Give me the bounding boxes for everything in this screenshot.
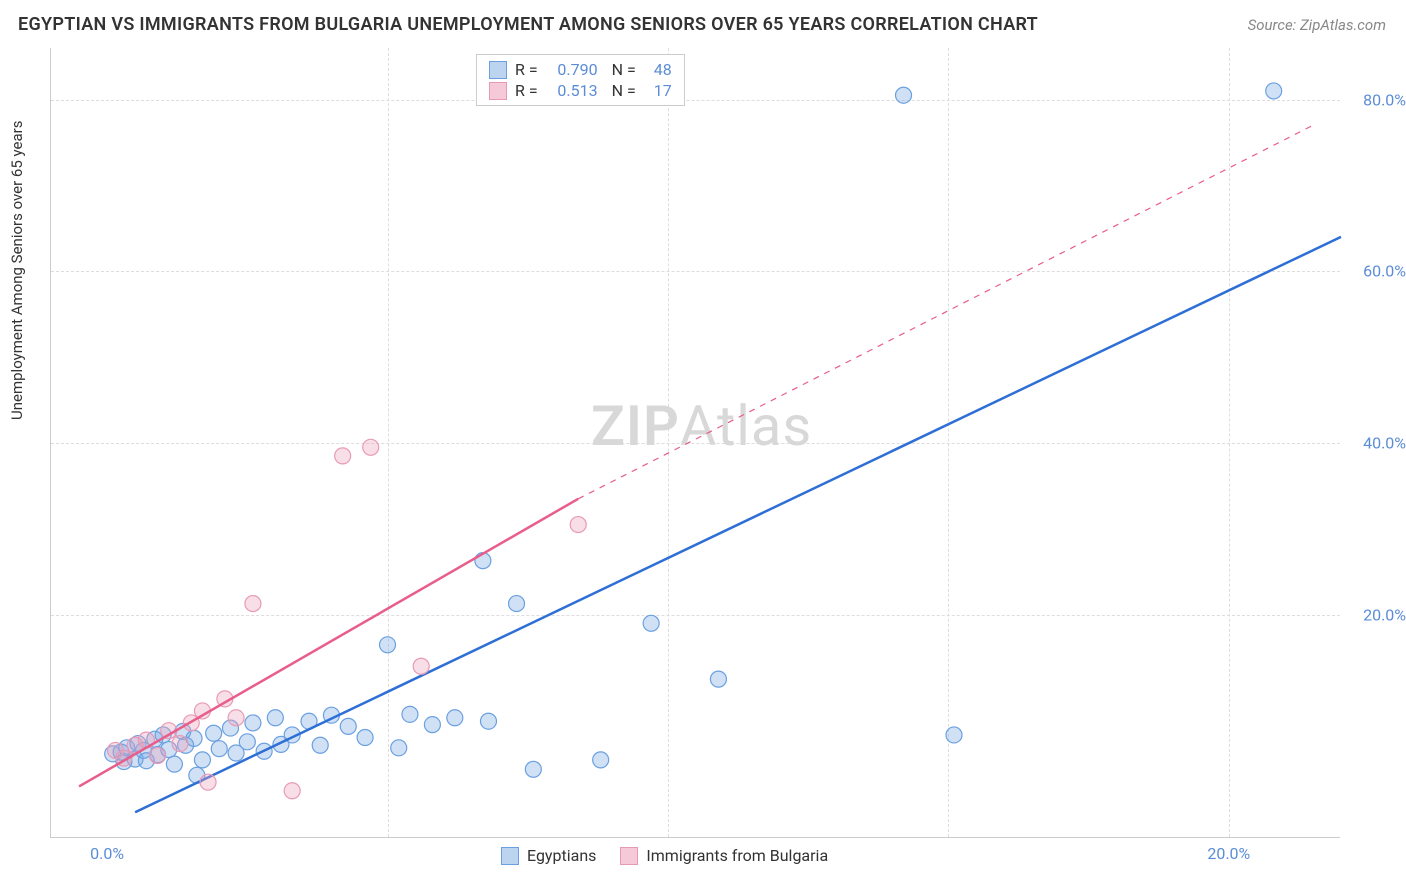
scatter-point bbox=[480, 713, 496, 729]
scatter-point bbox=[340, 718, 356, 734]
n-label: N = bbox=[612, 60, 636, 79]
r-label: R = bbox=[515, 81, 538, 100]
chart-plot-area: ZIPAtlas R = 0.790 N = 48 R = 0.513 N = … bbox=[50, 48, 1340, 838]
scatter-point bbox=[245, 596, 261, 612]
scatter-point bbox=[228, 710, 244, 726]
scatter-point bbox=[710, 671, 726, 687]
scatter-point bbox=[239, 734, 255, 750]
scatter-point bbox=[166, 756, 182, 772]
series-legend: Egyptians Immigrants from Bulgaria bbox=[501, 846, 828, 865]
r-value-2: 0.513 bbox=[546, 81, 598, 100]
y-axis-label: Unemployment Among Seniors over 65 years bbox=[8, 121, 26, 420]
scatter-point bbox=[245, 715, 261, 731]
n-value-1: 48 bbox=[644, 60, 672, 79]
scatter-point bbox=[447, 710, 463, 726]
scatter-point bbox=[424, 717, 440, 733]
correlation-legend-row-2: R = 0.513 N = 17 bbox=[489, 80, 672, 101]
series-label-1: Egyptians bbox=[527, 846, 596, 865]
series-legend-item-1: Egyptians bbox=[501, 846, 596, 865]
correlation-legend-row-1: R = 0.790 N = 48 bbox=[489, 59, 672, 80]
correlation-legend: R = 0.790 N = 48 R = 0.513 N = 17 bbox=[476, 54, 685, 106]
n-value-2: 17 bbox=[644, 81, 672, 100]
scatter-point bbox=[194, 752, 210, 768]
y-tick-label: 60.0% bbox=[1363, 262, 1406, 281]
legend-swatch-blue bbox=[501, 847, 519, 865]
y-tick-label: 80.0% bbox=[1363, 90, 1406, 109]
scatter-point bbox=[172, 736, 188, 752]
n-label: N = bbox=[612, 81, 636, 100]
chart-svg bbox=[51, 48, 1340, 837]
scatter-point bbox=[643, 615, 659, 631]
y-tick-label: 20.0% bbox=[1363, 605, 1406, 624]
trend-line-extrapolated bbox=[578, 125, 1313, 499]
scatter-point bbox=[402, 706, 418, 722]
legend-swatch-pink bbox=[489, 82, 507, 100]
scatter-point bbox=[284, 783, 300, 799]
scatter-point bbox=[312, 737, 328, 753]
legend-swatch-blue bbox=[489, 61, 507, 79]
scatter-point bbox=[357, 730, 373, 746]
trend-line bbox=[135, 237, 1341, 812]
series-legend-item-2: Immigrants from Bulgaria bbox=[620, 846, 828, 865]
chart-title: EGYPTIAN VS IMMIGRANTS FROM BULGARIA UNE… bbox=[18, 14, 1038, 35]
scatter-point bbox=[413, 658, 429, 674]
scatter-point bbox=[380, 637, 396, 653]
scatter-point bbox=[1266, 83, 1282, 99]
scatter-point bbox=[525, 761, 541, 777]
x-tick-label: 0.0% bbox=[90, 844, 124, 863]
scatter-point bbox=[200, 774, 216, 790]
r-label: R = bbox=[515, 60, 538, 79]
scatter-point bbox=[335, 448, 351, 464]
scatter-point bbox=[211, 741, 227, 757]
legend-swatch-pink bbox=[620, 847, 638, 865]
scatter-point bbox=[206, 725, 222, 741]
trend-line bbox=[79, 499, 578, 787]
scatter-point bbox=[391, 740, 407, 756]
scatter-point bbox=[593, 752, 609, 768]
scatter-point bbox=[570, 517, 586, 533]
scatter-point bbox=[509, 596, 525, 612]
x-tick-label: 20.0% bbox=[1207, 844, 1250, 863]
scatter-point bbox=[363, 439, 379, 455]
series-label-2: Immigrants from Bulgaria bbox=[646, 846, 828, 865]
scatter-point bbox=[150, 748, 166, 764]
source-attribution: Source: ZipAtlas.com bbox=[1248, 16, 1386, 34]
scatter-point bbox=[267, 710, 283, 726]
scatter-point bbox=[946, 727, 962, 743]
scatter-point bbox=[896, 87, 912, 103]
y-tick-label: 40.0% bbox=[1363, 434, 1406, 453]
r-value-1: 0.790 bbox=[546, 60, 598, 79]
